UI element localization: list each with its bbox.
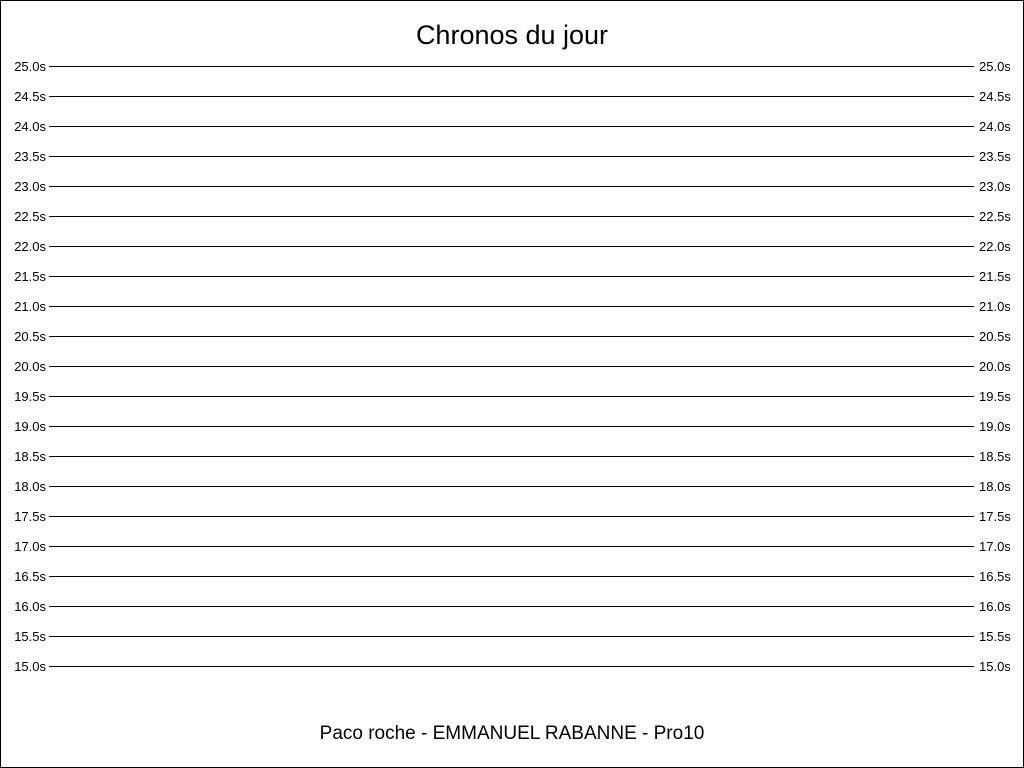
y-tick-label-left: 16.5s (14, 569, 46, 584)
y-tick-label-left: 25.0s (14, 59, 46, 74)
y-tick-label-left: 24.5s (14, 89, 46, 104)
y-tick-label-right: 24.0s (979, 119, 1011, 134)
y-tick-label-right: 23.5s (979, 149, 1011, 164)
y-tick-label-right: 24.5s (979, 89, 1011, 104)
y-tick-label-right: 25.0s (979, 59, 1011, 74)
y-tick-label-right: 20.5s (979, 329, 1011, 344)
y-tick-label-left: 18.0s (14, 479, 46, 494)
y-tick-label-left: 19.0s (14, 419, 46, 434)
y-tick-label-right: 18.5s (979, 449, 1011, 464)
y-tick-label-right: 16.0s (979, 599, 1011, 614)
y-tick-label-left: 17.0s (14, 539, 46, 554)
chart-subtitle: Paco roche - EMMANUEL RABANNE - Pro10 (319, 723, 705, 744)
y-tick-label-right: 15.0s (979, 659, 1011, 674)
y-tick-label-right: 21.0s (979, 299, 1011, 314)
y-tick-label-left: 15.0s (14, 659, 46, 674)
y-tick-label-right: 17.5s (979, 509, 1011, 524)
y-tick-label-left: 23.0s (14, 179, 46, 194)
y-tick-label-left: 24.0s (14, 119, 46, 134)
y-tick-label-left: 17.5s (14, 509, 46, 524)
y-tick-label-right: 19.5s (979, 389, 1011, 404)
y-tick-label-right: 21.5s (979, 269, 1011, 284)
y-tick-label-right: 19.0s (979, 419, 1011, 434)
y-tick-label-right: 17.0s (979, 539, 1011, 554)
y-tick-label-left: 20.0s (14, 359, 46, 374)
y-tick-label-right: 20.0s (979, 359, 1011, 374)
y-tick-label-left: 20.5s (14, 329, 46, 344)
y-tick-label-left: 16.0s (14, 599, 46, 614)
y-tick-label-right: 22.0s (979, 239, 1011, 254)
y-tick-label-right: 15.5s (979, 629, 1011, 644)
y-tick-label-left: 22.0s (14, 239, 46, 254)
y-tick-label-right: 18.0s (979, 479, 1011, 494)
y-tick-label-left: 23.5s (14, 149, 46, 164)
y-tick-label-right: 22.5s (979, 209, 1011, 224)
y-tick-label-left: 18.5s (14, 449, 46, 464)
y-tick-label-right: 16.5s (979, 569, 1011, 584)
y-tick-label-left: 21.0s (14, 299, 46, 314)
y-tick-label-left: 19.5s (14, 389, 46, 404)
y-tick-label-left: 22.5s (14, 209, 46, 224)
chart-title: Chronos du jour (415, 20, 609, 50)
y-tick-label-left: 15.5s (14, 629, 46, 644)
y-tick-label-right: 23.0s (979, 179, 1011, 194)
y-tick-label-left: 21.5s (14, 269, 46, 284)
